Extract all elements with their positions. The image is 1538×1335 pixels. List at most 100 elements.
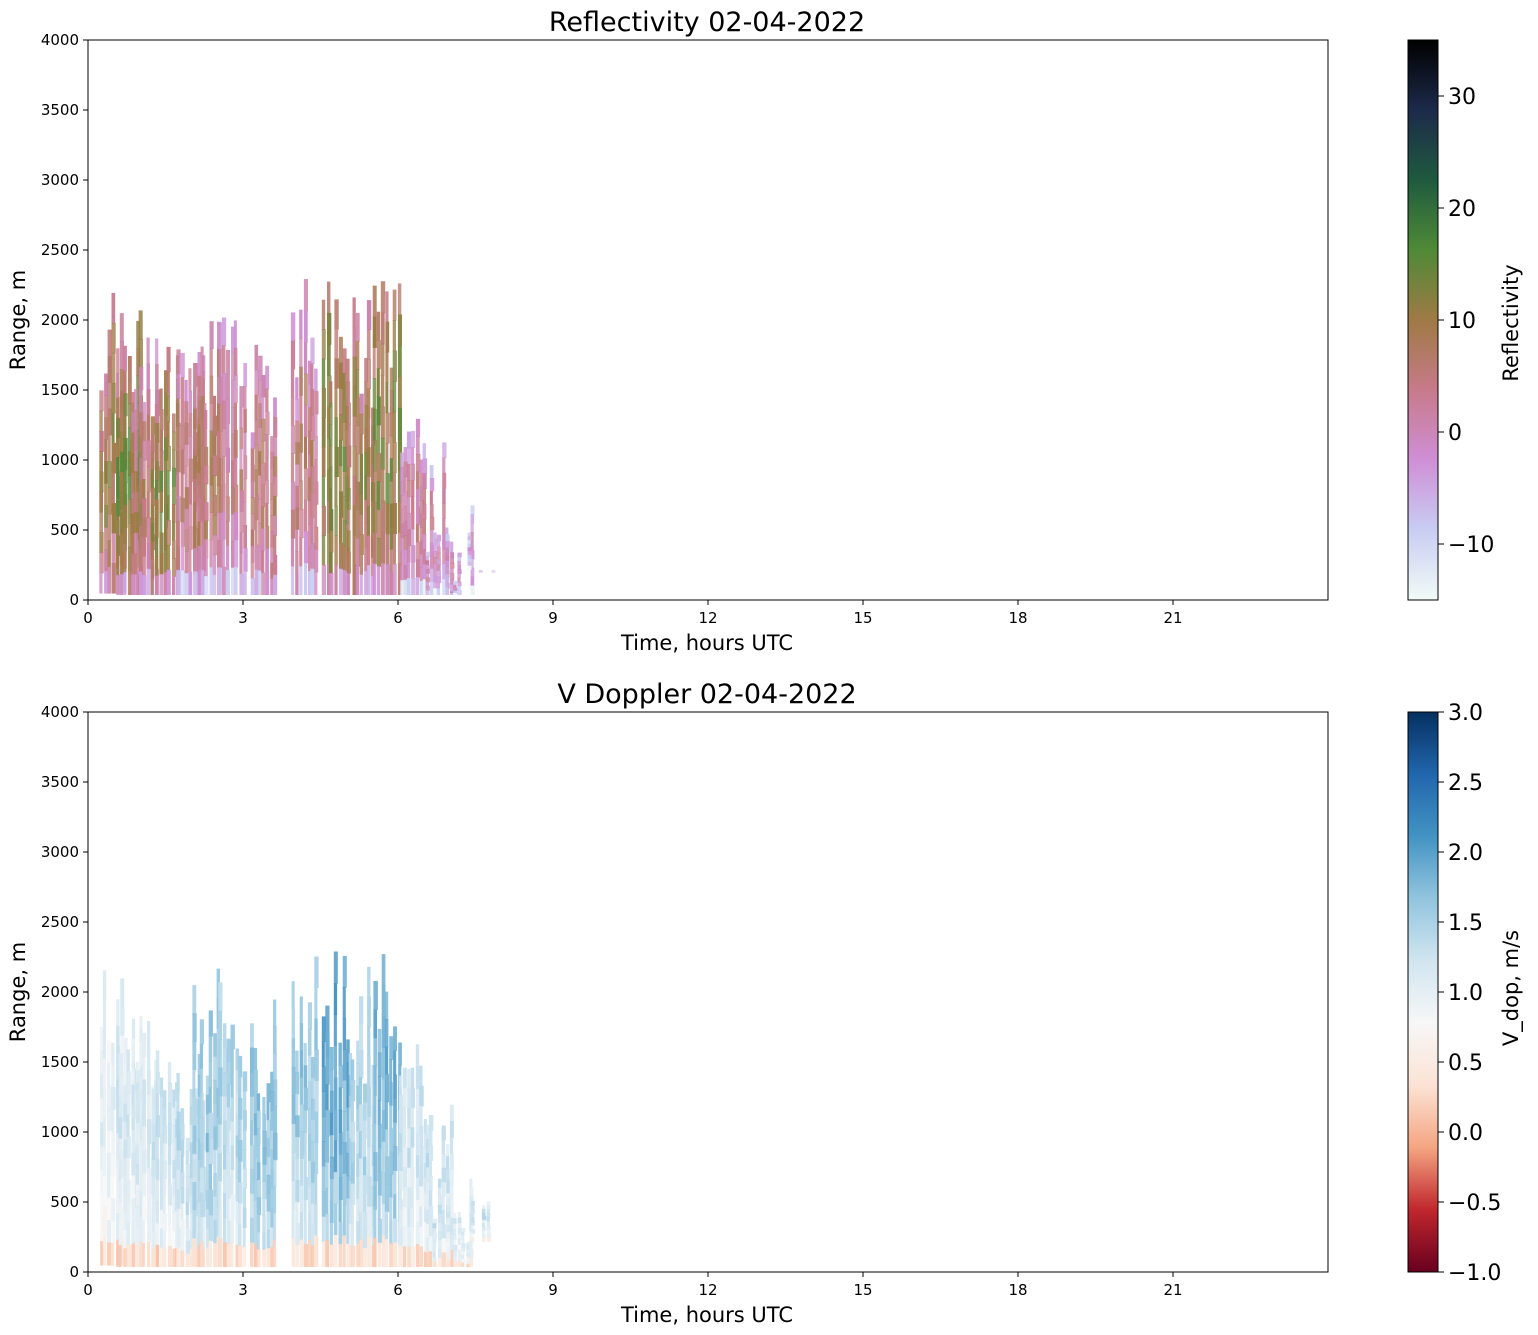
echo-cell [261, 375, 266, 398]
echo-cell [307, 1028, 312, 1056]
doppler-panel: V Doppler 02-04-2022 0 3 6 9 12 15 18 21 050010… [6, 679, 1524, 1327]
echo-cell [212, 574, 217, 595]
echo-cell [199, 1241, 205, 1267]
echo-cell [250, 1217, 254, 1243]
echo-cell [116, 1026, 120, 1054]
echo-cell [311, 1098, 315, 1121]
echo-cell [104, 549, 109, 572]
echo-cell [131, 1152, 135, 1176]
echo-cell [146, 491, 150, 518]
echo-cell [291, 981, 295, 1011]
echo-cell [392, 381, 397, 413]
echo-cell [111, 352, 116, 384]
echo-cell [334, 446, 339, 477]
reflectivity-colorbar-label: Reflectivity [1499, 264, 1523, 381]
echo-cell [221, 317, 227, 346]
echo-cell [155, 1180, 159, 1203]
echo-cell [134, 450, 138, 472]
echo-cell [415, 489, 420, 508]
echo-cell [314, 1049, 319, 1082]
echo-cell [123, 505, 128, 528]
echo-cell [367, 1026, 371, 1058]
echo-cell [303, 436, 308, 469]
echo-cell [392, 350, 397, 382]
echo-cell [162, 1143, 167, 1162]
echo-cell [342, 1111, 346, 1143]
echo-cell [325, 1109, 330, 1137]
echo-cell [265, 548, 269, 573]
echo-cell [123, 1230, 127, 1249]
echo-cell [120, 410, 124, 432]
echo-cell [111, 503, 116, 534]
echo-cell [119, 369, 124, 398]
echo-cell [218, 322, 223, 350]
echo-cell [155, 1115, 160, 1138]
echo-cell [116, 555, 120, 576]
echo-cell [180, 1250, 185, 1267]
echo-cell [151, 1124, 156, 1143]
echo-cell [122, 345, 127, 372]
echo-cell [321, 299, 326, 330]
echo-cell [180, 353, 185, 378]
echo-cell [226, 1038, 231, 1063]
echo-cell [486, 1205, 491, 1211]
echo-cell [325, 1188, 329, 1215]
colorbar-tick-label: 3.0 [1448, 701, 1483, 726]
echo-cell [147, 1094, 151, 1120]
echo-cell [197, 424, 202, 450]
echo-cell [218, 1124, 223, 1154]
echo-cell [469, 1240, 473, 1250]
echo-cell [176, 398, 180, 424]
echo-cell [134, 430, 138, 452]
echo-cell [432, 1252, 436, 1258]
echo-cell [107, 1085, 112, 1109]
echo-cell [116, 398, 120, 419]
echo-cell [410, 1167, 415, 1188]
echo-cell [432, 1242, 437, 1248]
echo-cell [327, 312, 332, 345]
echo-cell [136, 430, 140, 459]
echo-cell [372, 532, 377, 565]
echo-cell [230, 1218, 234, 1243]
echo-cell [346, 1062, 351, 1086]
echo-cell [308, 477, 312, 502]
echo-cell [428, 1130, 433, 1146]
echo-cell [104, 505, 108, 528]
echo-cell [123, 572, 127, 595]
echo-cell [142, 1196, 147, 1221]
echo-cell [223, 1096, 227, 1122]
echo-cell [415, 524, 419, 543]
echo-cell [266, 1101, 270, 1121]
echo-cell [342, 986, 346, 1019]
echo-cell [273, 1213, 277, 1241]
echo-cell [290, 566, 295, 595]
echo-cell [159, 450, 164, 472]
echo-cell [299, 1104, 304, 1132]
echo-cell [406, 464, 411, 481]
echo-cell [164, 459, 167, 483]
echo-cell [308, 430, 311, 455]
echo-cell [180, 401, 185, 426]
echo-cell [342, 1080, 347, 1112]
echo-cell [134, 532, 139, 554]
echo-cell [253, 1047, 258, 1071]
echo-cell [270, 499, 274, 516]
echo-cell [223, 1169, 227, 1195]
echo-cell [453, 584, 457, 587]
echo-cell [352, 327, 356, 358]
echo-cell [111, 1153, 116, 1177]
echo-cell [363, 1229, 368, 1249]
echo-cell [266, 1083, 271, 1103]
echo-cell [338, 1132, 343, 1156]
echo-cell [184, 379, 188, 402]
echo-cell [453, 590, 457, 593]
echo-cell [321, 1116, 326, 1142]
echo-cell [107, 1040, 111, 1064]
echo-cell [273, 515, 277, 536]
echo-cell [446, 1259, 451, 1267]
echo-cell [481, 1234, 486, 1239]
echo-cell [407, 1207, 411, 1228]
echo-cell [218, 403, 223, 432]
echo-cell [155, 364, 159, 391]
echo-cell [142, 575, 147, 595]
